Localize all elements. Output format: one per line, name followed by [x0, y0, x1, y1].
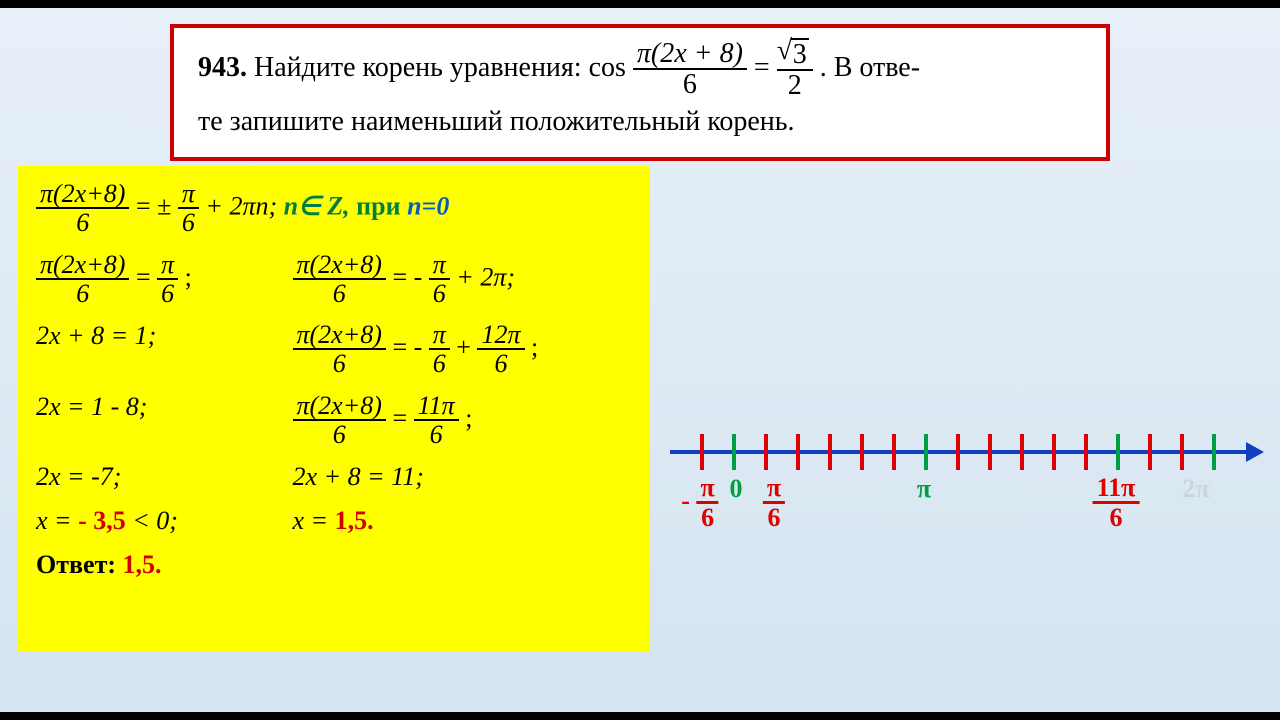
work-line-4: 2x = 1 - 8; π(2x+8)6 = 11π6 ; [36, 392, 632, 449]
problem-rhs-frac: 3 2 [777, 38, 813, 101]
number-line-axis [670, 450, 1254, 454]
root-negative: - 3,5 [78, 506, 126, 535]
label-neg-pi-6: - π6 [681, 474, 718, 532]
label-pi: π [917, 474, 931, 504]
tick [860, 434, 864, 470]
answer-value: 1,5. [123, 550, 162, 579]
tick [700, 434, 704, 470]
tick [988, 434, 992, 470]
tick [892, 434, 896, 470]
root-positive: 1,5. [335, 506, 374, 535]
label-11pi-6: 11π6 [1093, 474, 1140, 532]
tick [1212, 434, 1216, 470]
tick [924, 434, 928, 470]
tick [1084, 434, 1088, 470]
tick [1180, 434, 1184, 470]
tick [1148, 434, 1152, 470]
work-line-2: π(2x+8)6 = π6 ; π(2x+8)6 = - π6 + 2π; [36, 251, 632, 308]
work-line-6: x = - 3,5 < 0; x = 1,5. [36, 506, 632, 536]
problem-box: 943. Найдите корень уравнения: cos π(2x … [170, 24, 1110, 161]
problem-text-after: . В отве- [820, 52, 920, 83]
label-2pi: 2π [1182, 474, 1209, 504]
bottom-black-bar [0, 712, 1280, 720]
solution-box: π(2x+8)6 = ± π6 + 2πn; n∈ Z, при n=0 π(2… [18, 166, 650, 652]
number-line-arrow [1246, 442, 1264, 462]
n-in-z: n∈ Z, [284, 191, 350, 220]
label-zero: 0 [730, 474, 743, 504]
tick [1020, 434, 1024, 470]
problem-eq: = [754, 52, 770, 83]
work-line-3: 2x + 8 = 1; π(2x+8)6 = - π6 + 12π6 ; [36, 321, 632, 378]
answer-line: Ответ: 1,5. [36, 550, 632, 580]
tick [764, 434, 768, 470]
tick [828, 434, 832, 470]
problem-lhs-frac: π(2x + 8) 6 [633, 39, 747, 100]
label-pi-6: π6 [763, 474, 785, 532]
problem-line2: те запишите наименьший положительный кор… [198, 101, 1082, 143]
tick [732, 434, 736, 470]
problem-text-before: Найдите корень уравнения: cos [254, 52, 626, 83]
answer-label: Ответ: [36, 550, 123, 579]
top-black-bar [0, 0, 1280, 8]
n-equals-0: n=0 [407, 191, 449, 220]
work-line-5: 2x = -7; 2x + 8 = 11; [36, 462, 632, 492]
tick [956, 434, 960, 470]
tick [796, 434, 800, 470]
problem-number: 943. [198, 52, 247, 83]
tick [1052, 434, 1056, 470]
number-line: - π6 0 π6 π 11π6 2π [670, 420, 1260, 540]
tick [1116, 434, 1120, 470]
work-line-1: π(2x+8)6 = ± π6 + 2πn; n∈ Z, при n=0 [36, 180, 632, 237]
